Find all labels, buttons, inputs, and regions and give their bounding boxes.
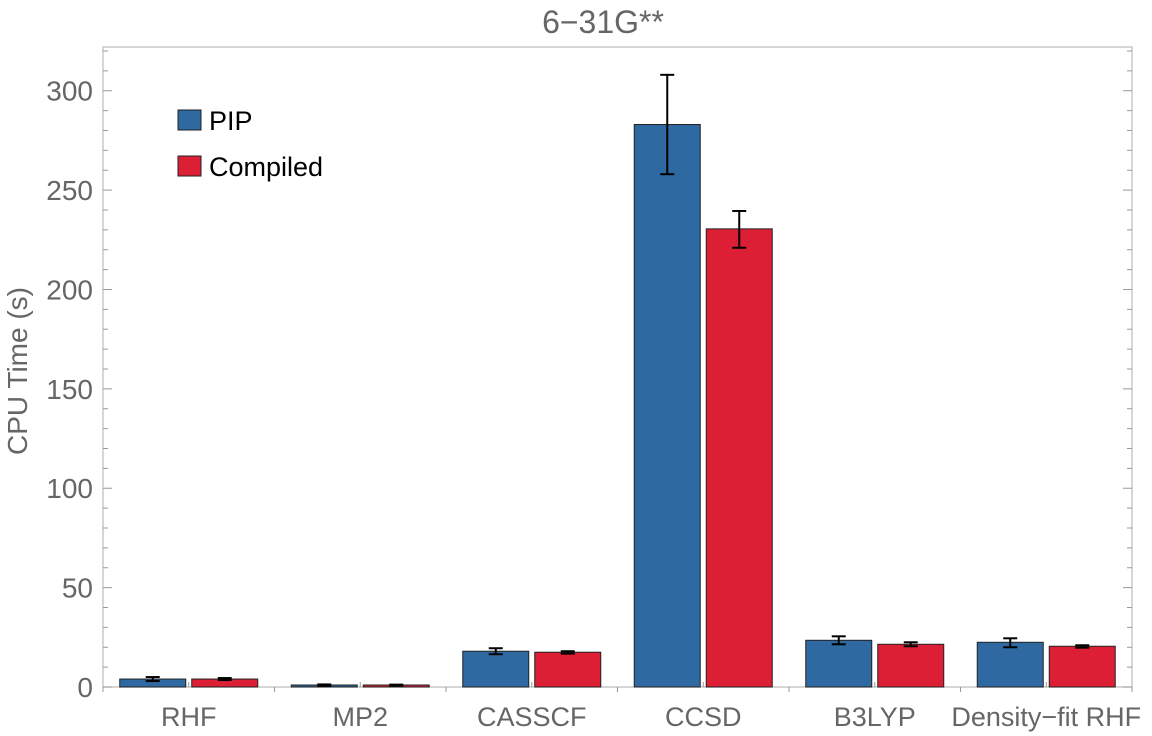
legend-swatch-pip	[177, 109, 202, 131]
bar-compiled-5	[1048, 645, 1116, 688]
x-tick-label: B3LYP	[834, 702, 916, 732]
y-tick-label: 0	[77, 672, 93, 703]
error-bar-compiled-5	[1075, 644, 1090, 649]
legend-label-compiled: Compiled	[209, 152, 323, 182]
y-tick-label: 250	[46, 175, 93, 206]
bars	[119, 124, 1116, 688]
x-tick-label: RHF	[161, 702, 217, 732]
error-bar-compiled-1	[389, 683, 404, 687]
error-bar-compiled-4	[903, 641, 918, 648]
error-bar-pip-4	[831, 635, 846, 646]
legend: PIP Compiled	[177, 106, 323, 182]
error-bar-compiled-0	[217, 677, 232, 682]
y-axis-label: CPU Time (s)	[2, 287, 33, 455]
y-tick-label: 200	[46, 274, 93, 305]
bar-pip-4	[805, 639, 873, 688]
x-tick-label: Density−fit RHF	[951, 702, 1141, 732]
error-bar-pip-1	[317, 683, 332, 687]
error-bar-compiled-2	[560, 650, 575, 655]
bar-pip-5	[976, 641, 1044, 688]
error-bar-pip-2	[488, 647, 503, 656]
x-tick-label: CCSD	[665, 702, 742, 732]
chart-title: 6−31G**	[542, 4, 664, 40]
error-bar-pip-3	[660, 73, 675, 176]
legend-label-pip: PIP	[209, 106, 253, 136]
y-tick-label: 100	[46, 473, 93, 504]
bar-compiled-3	[705, 228, 773, 688]
error-bar-pip-0	[145, 676, 160, 683]
x-tick-label: MP2	[332, 702, 388, 732]
bar-compiled-4	[877, 643, 945, 688]
y-tick-label: 300	[46, 76, 93, 107]
category-labels: RHF MP2 CASSCF CCSD B3LYP Density−fit RHF	[161, 702, 1141, 732]
y-tick-label: 50	[62, 573, 93, 604]
axes-ticks: 0 50 100 150 200 250 300	[46, 50, 1133, 703]
x-tick-label: CASSCF	[477, 702, 587, 732]
bar-pip-3	[633, 124, 701, 688]
bar-compiled-2	[534, 651, 602, 688]
plot-frame	[102, 46, 1133, 688]
error-bar-compiled-3	[732, 209, 747, 249]
legend-swatch-compiled	[177, 155, 202, 177]
error-bar-pip-5	[1003, 637, 1018, 649]
error-bars	[145, 73, 1090, 687]
y-tick-label: 150	[46, 374, 93, 405]
bar-pip-2	[462, 650, 530, 688]
